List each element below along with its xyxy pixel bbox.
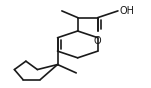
Text: O: O: [94, 36, 102, 46]
Text: OH: OH: [120, 6, 135, 16]
